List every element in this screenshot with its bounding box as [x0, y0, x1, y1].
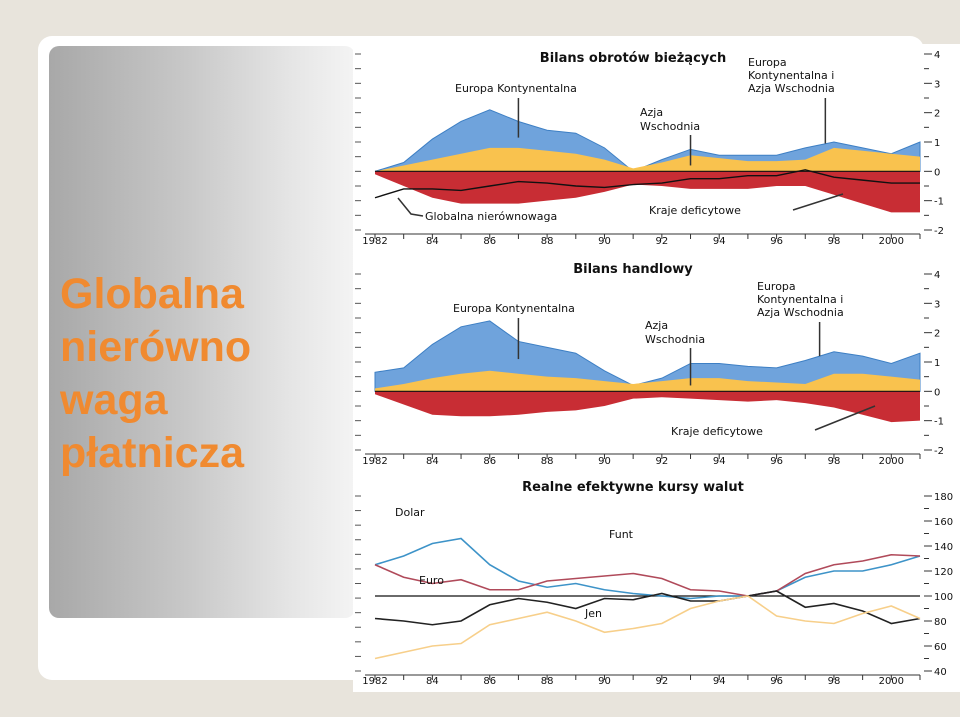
series-funt: [374, 553, 921, 597]
annotation-label: Europa Kontynentalna: [453, 302, 575, 315]
y-tick-label: 3: [934, 299, 940, 310]
x-tick-label: 86: [483, 456, 496, 467]
y-tick-label: 1: [934, 358, 940, 369]
x-tick-label: 94: [713, 236, 726, 247]
annotation-label: Kontynentalna i: [757, 293, 843, 306]
y-tick-label: 0: [934, 387, 940, 398]
x-tick-label: 84: [426, 236, 439, 247]
x-tick-label: 88: [541, 456, 554, 467]
annotation-label: Kraje deficytowe: [649, 204, 741, 217]
y-tick-label: -1: [934, 197, 944, 208]
y-tick-label: 180: [934, 492, 953, 503]
y-tick-label: 4: [934, 50, 940, 61]
y-tick-label: 0: [934, 167, 940, 178]
series-globalna-nierownowaga: [374, 169, 920, 199]
title-panel: [49, 46, 355, 618]
annotation-label: Europa: [748, 56, 787, 69]
x-tick-label: 92: [655, 676, 668, 687]
x-tick-label: 92: [655, 236, 668, 247]
y-tick-label: -2: [934, 226, 944, 237]
series-azja-wschodnia: [375, 370, 920, 392]
x-tick-label: 90: [598, 456, 611, 467]
slide-title: Globalna nierówno waga płatnicza: [60, 268, 320, 480]
x-tick-label: 88: [541, 676, 554, 687]
series-label: Dolar: [395, 506, 425, 519]
annotation-label: Kontynentalna i: [748, 69, 834, 82]
title-line: Globalna: [60, 270, 244, 318]
series-label: Funt: [609, 528, 634, 541]
chart-title: Realne efektywne kursy walut: [522, 480, 744, 495]
series-azja-wschodnia: [375, 147, 920, 172]
annotation-label: Wschodnia: [645, 333, 705, 346]
series-label: Euro: [419, 574, 444, 587]
title-line: płatnicza: [60, 429, 244, 477]
annotation-label: Europa Kontynentalna: [455, 82, 577, 95]
x-tick-label: 84: [426, 676, 439, 687]
y-tick-label: 160: [934, 517, 953, 528]
x-tick-label: 98: [828, 236, 841, 247]
annotation-pointer: [792, 193, 844, 211]
y-tick-label: 3: [934, 79, 940, 90]
x-tick-label: 98: [828, 456, 841, 467]
x-tick-label: 96: [770, 676, 783, 687]
annotation-label: Azja: [640, 106, 663, 119]
y-tick-label: 100: [934, 592, 953, 603]
series-dolar: [374, 537, 921, 600]
x-tick-label: 1982: [362, 456, 387, 467]
x-tick-label: 90: [598, 676, 611, 687]
x-tick-label: 92: [655, 456, 668, 467]
y-tick-label: 2: [934, 329, 940, 340]
series-label: Jen: [584, 607, 602, 620]
x-tick-label: 94: [713, 676, 726, 687]
series-kraje-deficytowe: [375, 171, 920, 213]
annotation-label: Europa: [757, 280, 796, 293]
y-tick-label: -1: [934, 417, 944, 428]
annotation-label: Azja: [645, 319, 668, 332]
x-tick-label: 88: [541, 236, 554, 247]
x-tick-label: 2000: [879, 676, 904, 687]
x-tick-label: 86: [483, 236, 496, 247]
y-tick-label: 80: [934, 617, 947, 628]
annotation-label: Globalna nierównowaga: [425, 210, 557, 223]
annotation-pointer: [814, 405, 876, 431]
x-tick-label: 1982: [362, 676, 387, 687]
y-tick-label: -2: [934, 446, 944, 457]
series-jen: [374, 595, 921, 660]
y-tick-label: 1: [934, 138, 940, 149]
x-tick-label: 2000: [879, 236, 904, 247]
y-tick-label: 120: [934, 567, 953, 578]
y-tick-label: 40: [934, 667, 947, 678]
x-tick-label: 2000: [879, 456, 904, 467]
annotation-label: Wschodnia: [640, 120, 700, 133]
x-tick-label: 1982: [362, 236, 387, 247]
series-euro: [374, 590, 921, 626]
title-line: nierówno: [60, 323, 252, 371]
x-tick-label: 94: [713, 456, 726, 467]
x-tick-label: 84: [426, 456, 439, 467]
x-tick-label: 86: [483, 676, 496, 687]
figure-area: Bilans obrotów bieżących -2 -1 0 1 2 3 4 1982 84 8…: [353, 44, 960, 692]
y-tick-label: 140: [934, 542, 953, 553]
annotation-label: Azja Wschodnia: [748, 82, 835, 95]
y-tick-label: 4: [934, 270, 940, 281]
x-tick-label: 96: [770, 456, 783, 467]
x-tick-label: 90: [598, 236, 611, 247]
chart-title: Bilans handlowy: [573, 262, 693, 277]
y-tick-label: 2: [934, 109, 940, 120]
annotation-label: Azja Wschodnia: [757, 306, 844, 319]
annotation-pointer: [397, 197, 424, 217]
title-line: waga: [60, 376, 168, 424]
x-tick-label: 96: [770, 236, 783, 247]
x-tick-label: 98: [828, 676, 841, 687]
chart-title: Bilans obrotów bieżących: [540, 51, 726, 66]
series-kraje-deficytowe: [375, 391, 920, 423]
y-tick-label: 60: [934, 642, 947, 653]
annotation-label: Kraje deficytowe: [671, 425, 763, 438]
